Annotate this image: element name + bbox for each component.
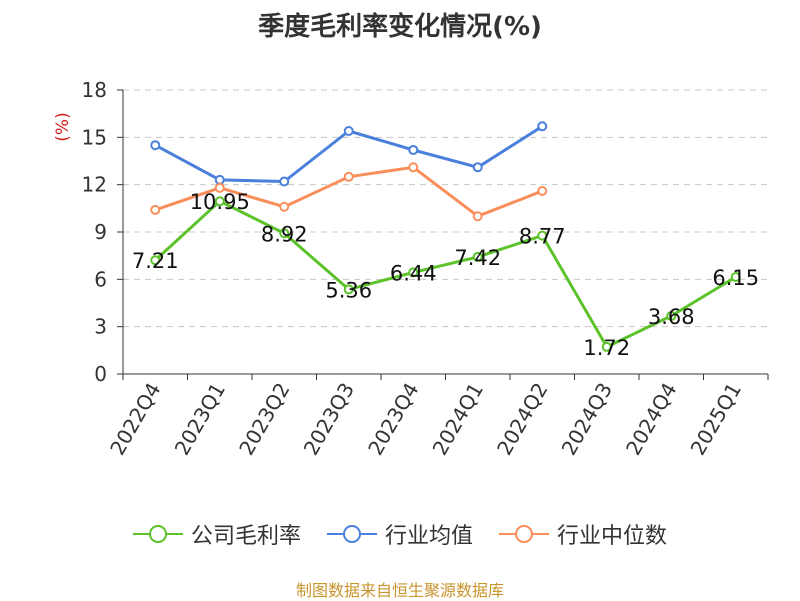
x-tick-label: 2023Q1 [170,379,230,460]
series-line [154,199,737,349]
x-tick-label: 2025Q1 [686,379,746,460]
series-point [279,228,290,239]
grid-lines [123,89,768,328]
data-label: 7.42 [454,246,501,270]
series-point [537,230,548,241]
series-point [472,211,483,222]
series-point [408,267,419,278]
series-point [537,121,548,132]
y-axis-label: (%) [53,112,73,141]
y-tick-label: 0 [94,362,107,386]
series-point [279,201,290,212]
legend-item: 公司毛利率 [132,518,301,550]
series-lines [150,121,741,352]
x-tick-label: 2023Q3 [299,379,359,460]
chart-title: 季度毛利率变化情况(%) [258,12,542,42]
data-label: 7.21 [132,249,179,273]
series-point [214,182,225,193]
series-point [601,341,612,352]
series-point [408,162,419,173]
series-point [150,255,161,266]
x-tick-label: 2024Q1 [428,379,488,460]
legend-line-marker-icon [499,525,549,543]
series-point [472,251,483,262]
series-point [343,171,354,182]
series-point [214,196,225,207]
y-tick-label: 15 [82,125,107,149]
data-label: 6.44 [390,261,437,285]
x-tick-label: 2024Q4 [621,379,681,460]
series-point [666,310,677,321]
data-label: 8.92 [261,222,308,246]
data-label: 3.68 [648,305,695,329]
y-tick-label: 18 [82,78,107,102]
legend-marker [342,525,361,543]
legend-label: 行业中位数 [557,524,668,549]
series-point [150,204,161,215]
legend-label: 公司毛利率 [190,524,301,549]
legend-label: 行业均值 [384,524,473,549]
x-tick-label: 2022Q4 [105,379,165,460]
x-tick-label: 2023Q2 [234,379,294,460]
legend-marker [515,525,533,543]
source-note: 制图数据来自恒生聚源数据库 [295,581,504,600]
data-label: 6.15 [712,266,759,290]
series-point [343,284,354,295]
data-label: 5.36 [325,278,372,302]
series-point [343,126,354,137]
series-point [537,185,548,196]
series-point [214,174,225,185]
legend-item: 行业中位数 [499,518,667,550]
y-tick-label: 3 [94,315,107,339]
series-point [150,140,161,151]
series-point [279,176,290,187]
x-tick-label: 2023Q4 [363,379,423,460]
series-point [472,162,483,173]
y-tick-label: 9 [94,220,107,244]
legend-line-marker-icon [326,525,377,543]
data-label: 1.72 [583,336,630,360]
data-label: 8.77 [519,225,566,249]
series-point [730,271,741,282]
series-point [408,144,419,155]
data-labels: 7.21 10.95 8.92 5.36 6.44 7.42 8.77 1.72 3.68 6.1… [132,190,759,360]
y-tick-label: 12 [82,173,107,197]
legend-line-marker-icon [132,525,183,543]
y-tick-label: 6 [94,267,107,291]
legend: 公司毛利率 行业均值 行业中位数 [0,518,800,550]
x-tick-label: 2024Q3 [557,379,617,460]
x-tick-label: 2024Q2 [492,379,552,460]
legend-item: 行业均值 [326,518,473,550]
legend-marker [148,525,167,543]
data-label: 10.95 [190,190,250,214]
